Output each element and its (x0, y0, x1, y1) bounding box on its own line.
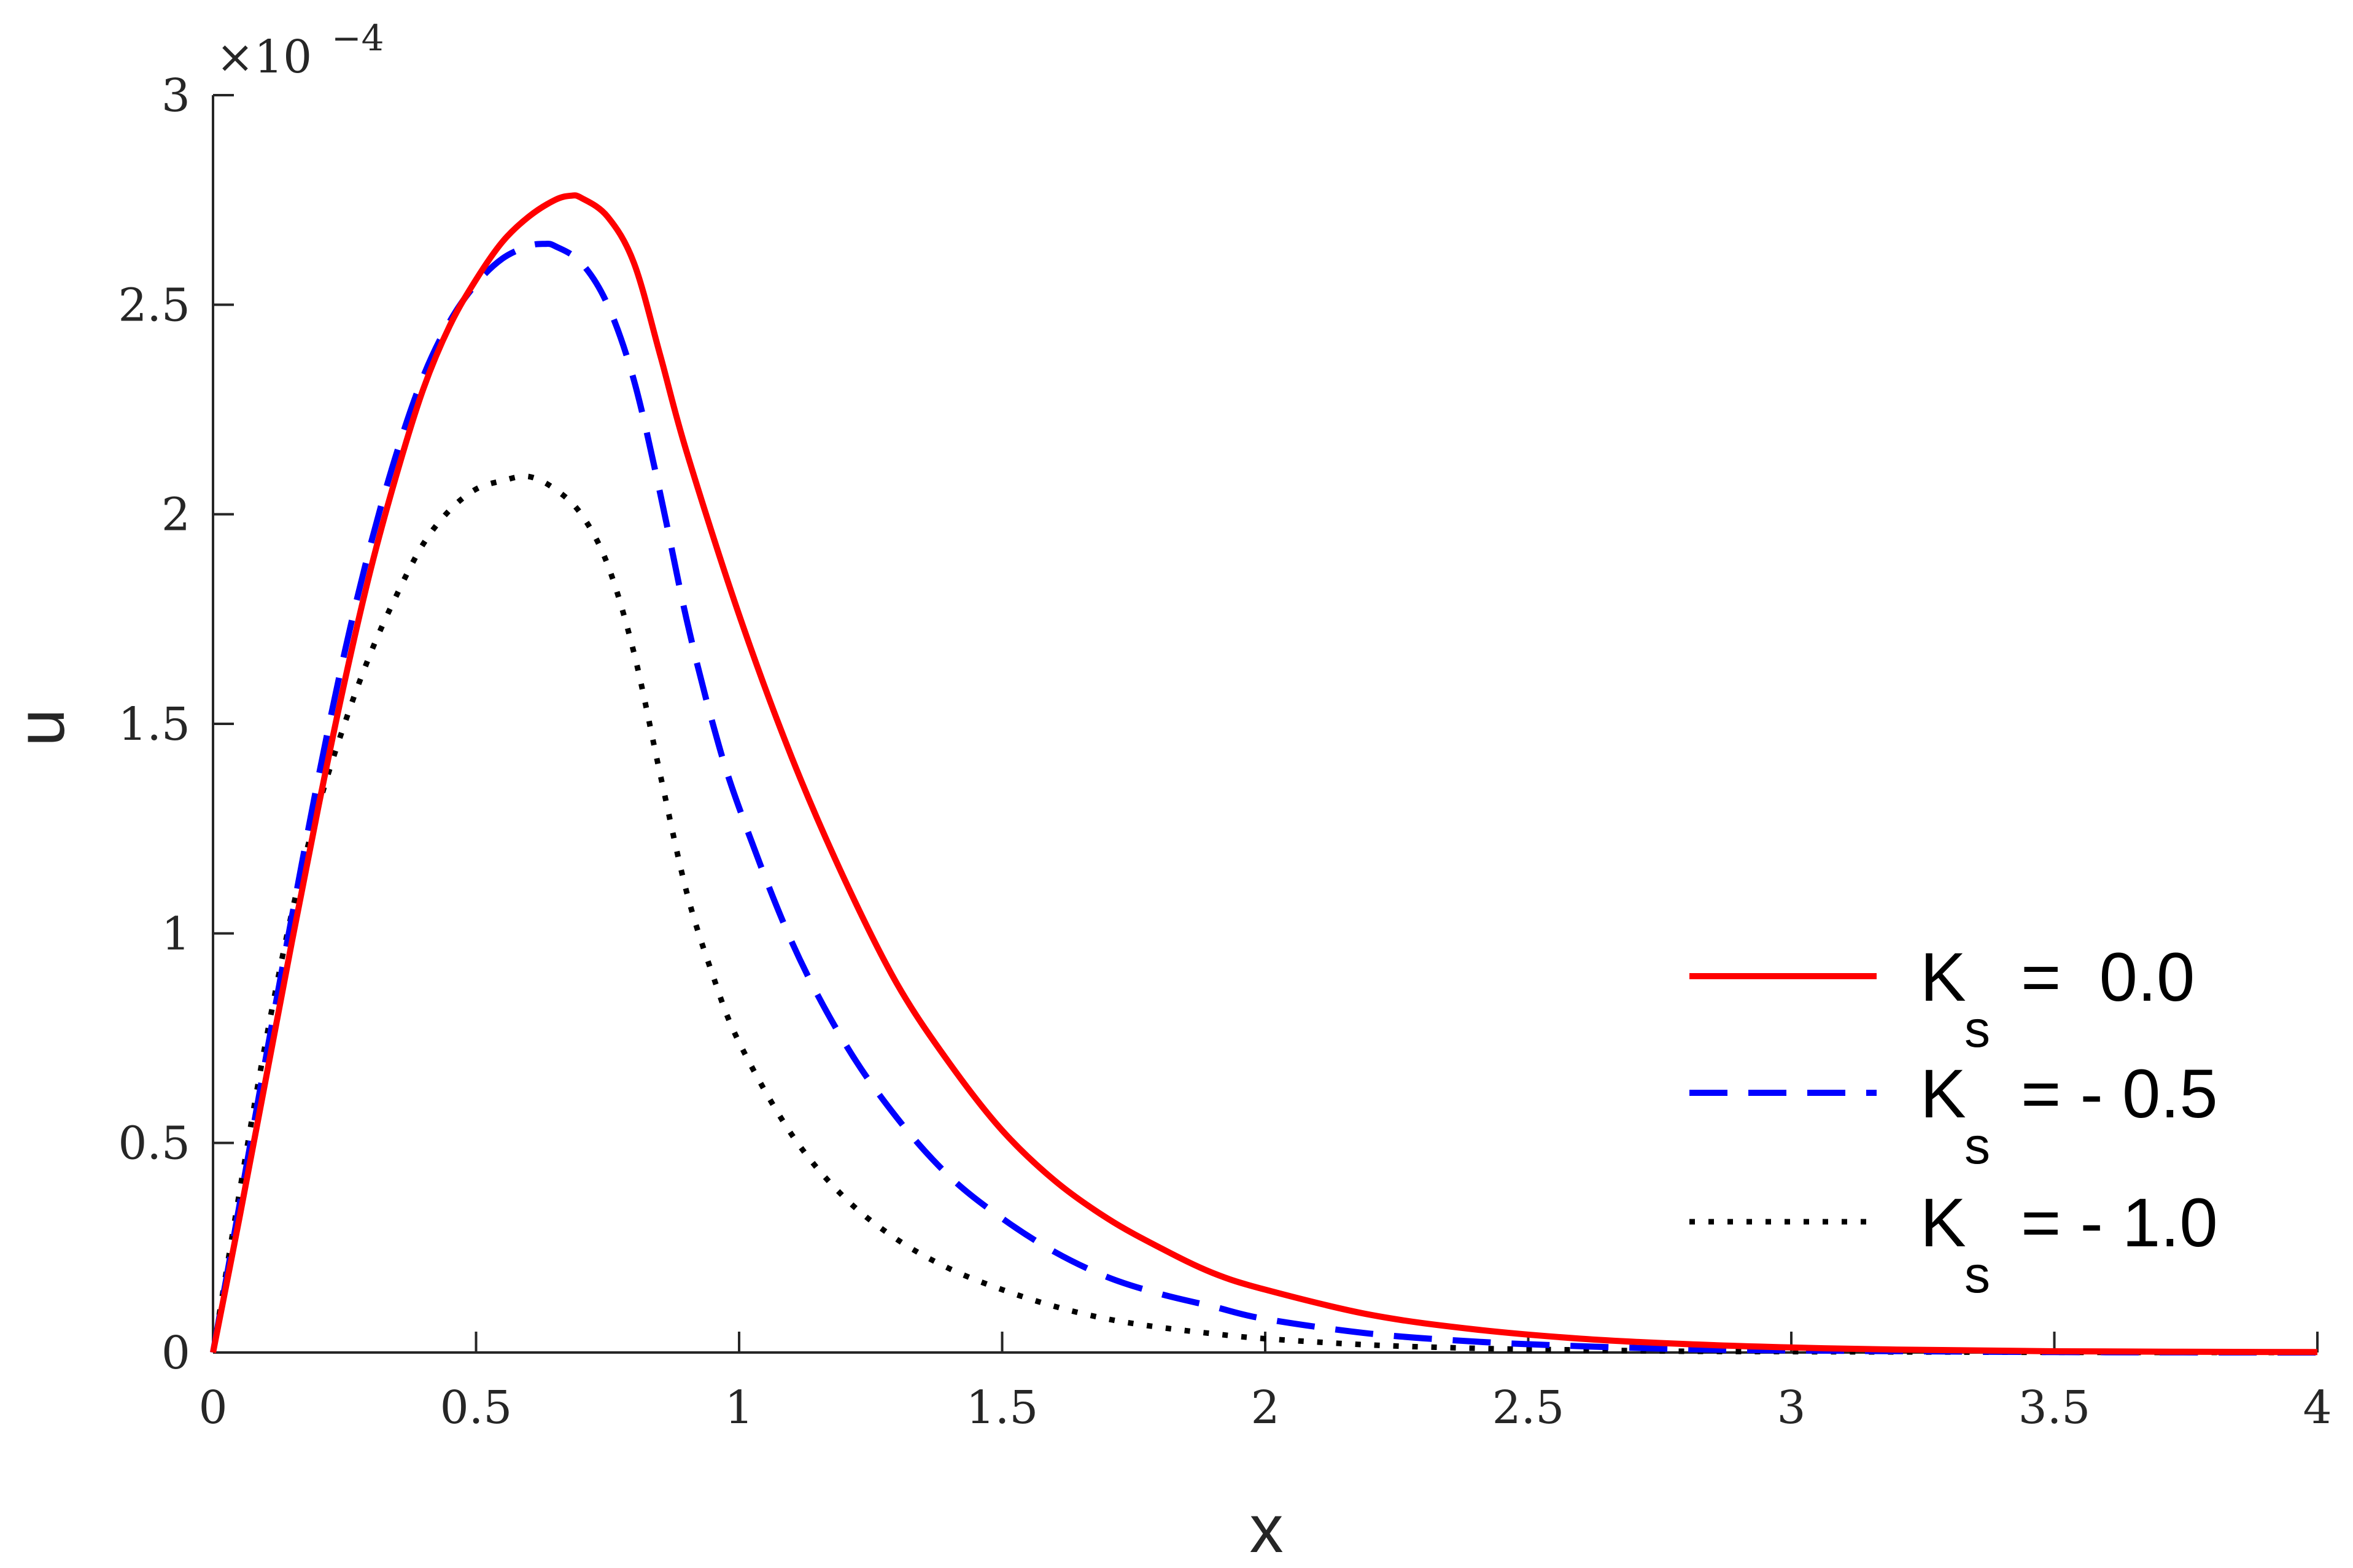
x-tick-label: 4 (2303, 1381, 2332, 1434)
legend-label-subscript: s (1964, 1117, 1990, 1174)
y-tick-label: 1.5 (118, 698, 190, 751)
series-line-dashed (210, 241, 2318, 1356)
x-tick-label: 1.5 (966, 1381, 1039, 1434)
x-tick-label: 0.5 (440, 1381, 513, 1434)
y-tick-label: 1 (161, 907, 190, 960)
y-exponent-power: −4 (331, 17, 384, 59)
x-tick-label: 2.5 (1492, 1381, 1565, 1434)
y-tick-label: 2 (161, 489, 190, 541)
x-tick-label: 2 (1250, 1381, 1279, 1434)
legend-label-value: = - 1.0 (2021, 1184, 2218, 1261)
legend-label-main: K (1920, 1184, 1966, 1261)
x-tick-label: 1 (724, 1381, 753, 1434)
legend: Ks = 0.0 Ks = - 0.5 Ks = - 1.0 (1689, 939, 2218, 1303)
x-tick-label: 3 (1777, 1381, 1805, 1434)
legend-label-subscript: s (1964, 1000, 1990, 1058)
legend-label-value: = 0.0 (2021, 939, 2195, 1015)
series-line-solid (210, 192, 2318, 1356)
legend-entry: Ks = - 1.0 (1689, 1184, 2218, 1303)
y-tick-label: 2.5 (118, 279, 190, 332)
y-axis-title: u (3, 708, 79, 746)
legend-label-main: K (1920, 1055, 1966, 1132)
y-tick-label: 0 (161, 1327, 190, 1380)
tick-labels: 0 0.5 1 1.5 2 2.5 3 3.5 4 0 0.5 1 1.5 2 2.5 3 (118, 69, 2332, 1434)
x-tick-label: 0 (198, 1381, 227, 1434)
legend-label-main: K (1920, 939, 1966, 1015)
y-exponent-prefix: ×10 (216, 31, 312, 83)
series-line-dotted (210, 473, 2318, 1356)
legend-label-subscript: s (1964, 1246, 1990, 1303)
y-exponent-label: ×10 −4 (216, 17, 384, 83)
legend-label-value: = - 0.5 (2021, 1055, 2218, 1132)
x-tick-label: 3.5 (2018, 1381, 2091, 1434)
axes (212, 94, 2319, 1354)
y-tick-label: 0.5 (118, 1117, 190, 1170)
y-tick-label: 3 (161, 69, 190, 122)
x-axis-title: x (1250, 1491, 1284, 1567)
legend-entry: Ks = 0.0 (1689, 939, 2195, 1058)
legend-entry: Ks = - 0.5 (1689, 1055, 2218, 1174)
plot-lines (210, 192, 2318, 1356)
